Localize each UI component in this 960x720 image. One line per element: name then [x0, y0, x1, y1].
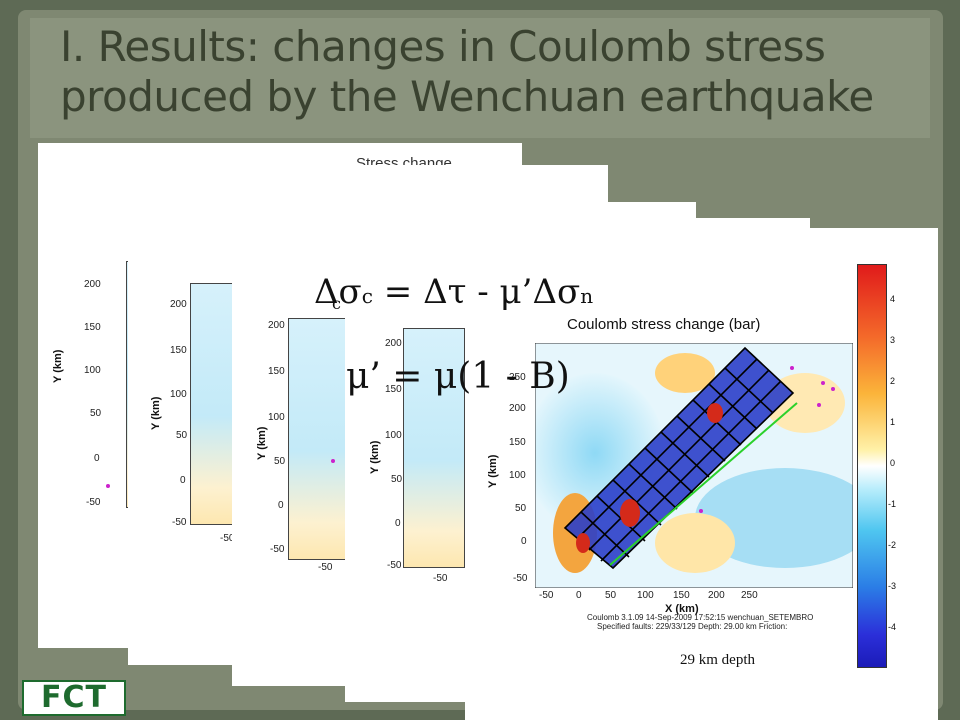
- card-3-ytick: 100: [268, 412, 285, 423]
- card-3-xtick: -50: [318, 562, 333, 573]
- front-ytick: 200: [509, 403, 526, 414]
- front-xtick: 200: [708, 590, 725, 601]
- colorbar-tick: 1: [890, 417, 896, 427]
- slide-title: I. Results: changes in Coulomb stress pr…: [60, 22, 920, 122]
- front-footer-line-1: Coulomb 3.1.09 14-Sep-2009 17:52:15 wenc…: [587, 613, 814, 622]
- depth-caption: 29 km depth: [680, 652, 755, 668]
- title-line-2: produced by the Wenchuan earthquake: [60, 72, 874, 121]
- card-1-ytick: 50: [90, 408, 102, 419]
- front-ytick: 250: [509, 372, 526, 383]
- front-xtick: 250: [741, 590, 758, 601]
- card-3-ytick: 50: [274, 456, 286, 467]
- card-4-ytick: 50: [391, 474, 403, 485]
- front-footer-line-2: Specified faults: 229/33/129 Depth: 29.0…: [597, 622, 788, 631]
- card-3-y-label: Y (km): [256, 426, 268, 460]
- eq-sub-n: n: [580, 284, 594, 308]
- fct-logo: FCT: [22, 680, 126, 716]
- front-ytick: 150: [509, 437, 526, 448]
- front-ytick: 100: [509, 470, 526, 481]
- card-4-ytick: -50: [387, 560, 402, 571]
- front-plot-title: Coulomb stress change (bar): [567, 316, 761, 333]
- front-xtick: 100: [637, 590, 654, 601]
- card-1-ytick: 200: [84, 279, 101, 290]
- colorbar-tick: 2: [890, 376, 896, 386]
- coulomb-equation: Δσc = Δτ - μ’Δσn: [314, 272, 593, 312]
- card-4-ytick: 100: [385, 430, 402, 441]
- colorbar-tick: 0: [890, 458, 896, 468]
- front-xtick: 50: [605, 590, 617, 601]
- card-3-ytick: 0: [278, 500, 284, 511]
- card-1-marker: [106, 484, 110, 488]
- front-ytick: -50: [513, 573, 528, 584]
- card-4-xtick: -50: [433, 573, 448, 584]
- colorbar: [857, 264, 887, 668]
- card-2-xtick: -50: [220, 533, 235, 544]
- card-4-ytick: 200: [385, 338, 402, 349]
- eq-sub-c: c: [361, 284, 373, 308]
- front-xtick: 150: [673, 590, 690, 601]
- card-4-ytick: 0: [395, 518, 401, 529]
- card-1-ytick: 100: [84, 365, 101, 376]
- front-y-label: Y (km): [487, 454, 499, 488]
- card-2-ytick: 50: [176, 430, 188, 441]
- front-ytick: 50: [515, 503, 527, 514]
- colorbar-tick: 3: [890, 335, 896, 345]
- front-xtick: 0: [576, 590, 582, 601]
- card-4-plot: [403, 328, 465, 568]
- eq-overlap-c: c: [332, 294, 341, 313]
- card-2-ytick: 0: [180, 475, 186, 486]
- colorbar-tick: -2: [888, 540, 897, 550]
- card-2-ytick: 100: [170, 389, 187, 400]
- card-4-ytick: 150: [385, 384, 402, 395]
- card-3-ytick: -50: [270, 544, 285, 555]
- colorbar-tick: -1: [888, 499, 897, 509]
- colorbar-tick: 4: [890, 294, 896, 304]
- card-3-ytick: 200: [268, 320, 285, 331]
- card-1-ytick: 150: [84, 322, 101, 333]
- card-3-plot: [288, 318, 350, 560]
- eq-middle: = Δτ - μ’Δσ: [372, 272, 581, 312]
- front-x-label: X (km): [665, 603, 699, 615]
- card-2-ytick: 150: [170, 345, 187, 356]
- card-3-marker: [331, 459, 335, 463]
- coulomb-stress-map: [535, 343, 853, 588]
- card-1-y-label: Y (km): [52, 349, 64, 383]
- card-3-ytick: 150: [268, 366, 285, 377]
- card-1-ytick: -50: [86, 497, 101, 508]
- card-2-ytick: -50: [172, 517, 187, 528]
- front-ytick: 0: [521, 536, 527, 547]
- front-xtick: -50: [539, 590, 554, 601]
- colorbar-tick: -4: [888, 622, 897, 632]
- card-1-ytick: 0: [94, 453, 100, 464]
- title-line-1: I. Results: changes in Coulomb stress: [60, 22, 826, 71]
- stress-map-card-front: Coulomb stress change (bar): [465, 228, 938, 720]
- friction-equation: μ’ = μ(1 - B): [346, 356, 570, 397]
- colorbar-tick: -3: [888, 581, 897, 591]
- eq-delta-sigma: Δσ: [314, 272, 362, 312]
- card-2-ytick: 200: [170, 299, 187, 310]
- card-4-y-label: Y (km): [369, 440, 381, 474]
- card-2-y-label: Y (km): [150, 396, 162, 430]
